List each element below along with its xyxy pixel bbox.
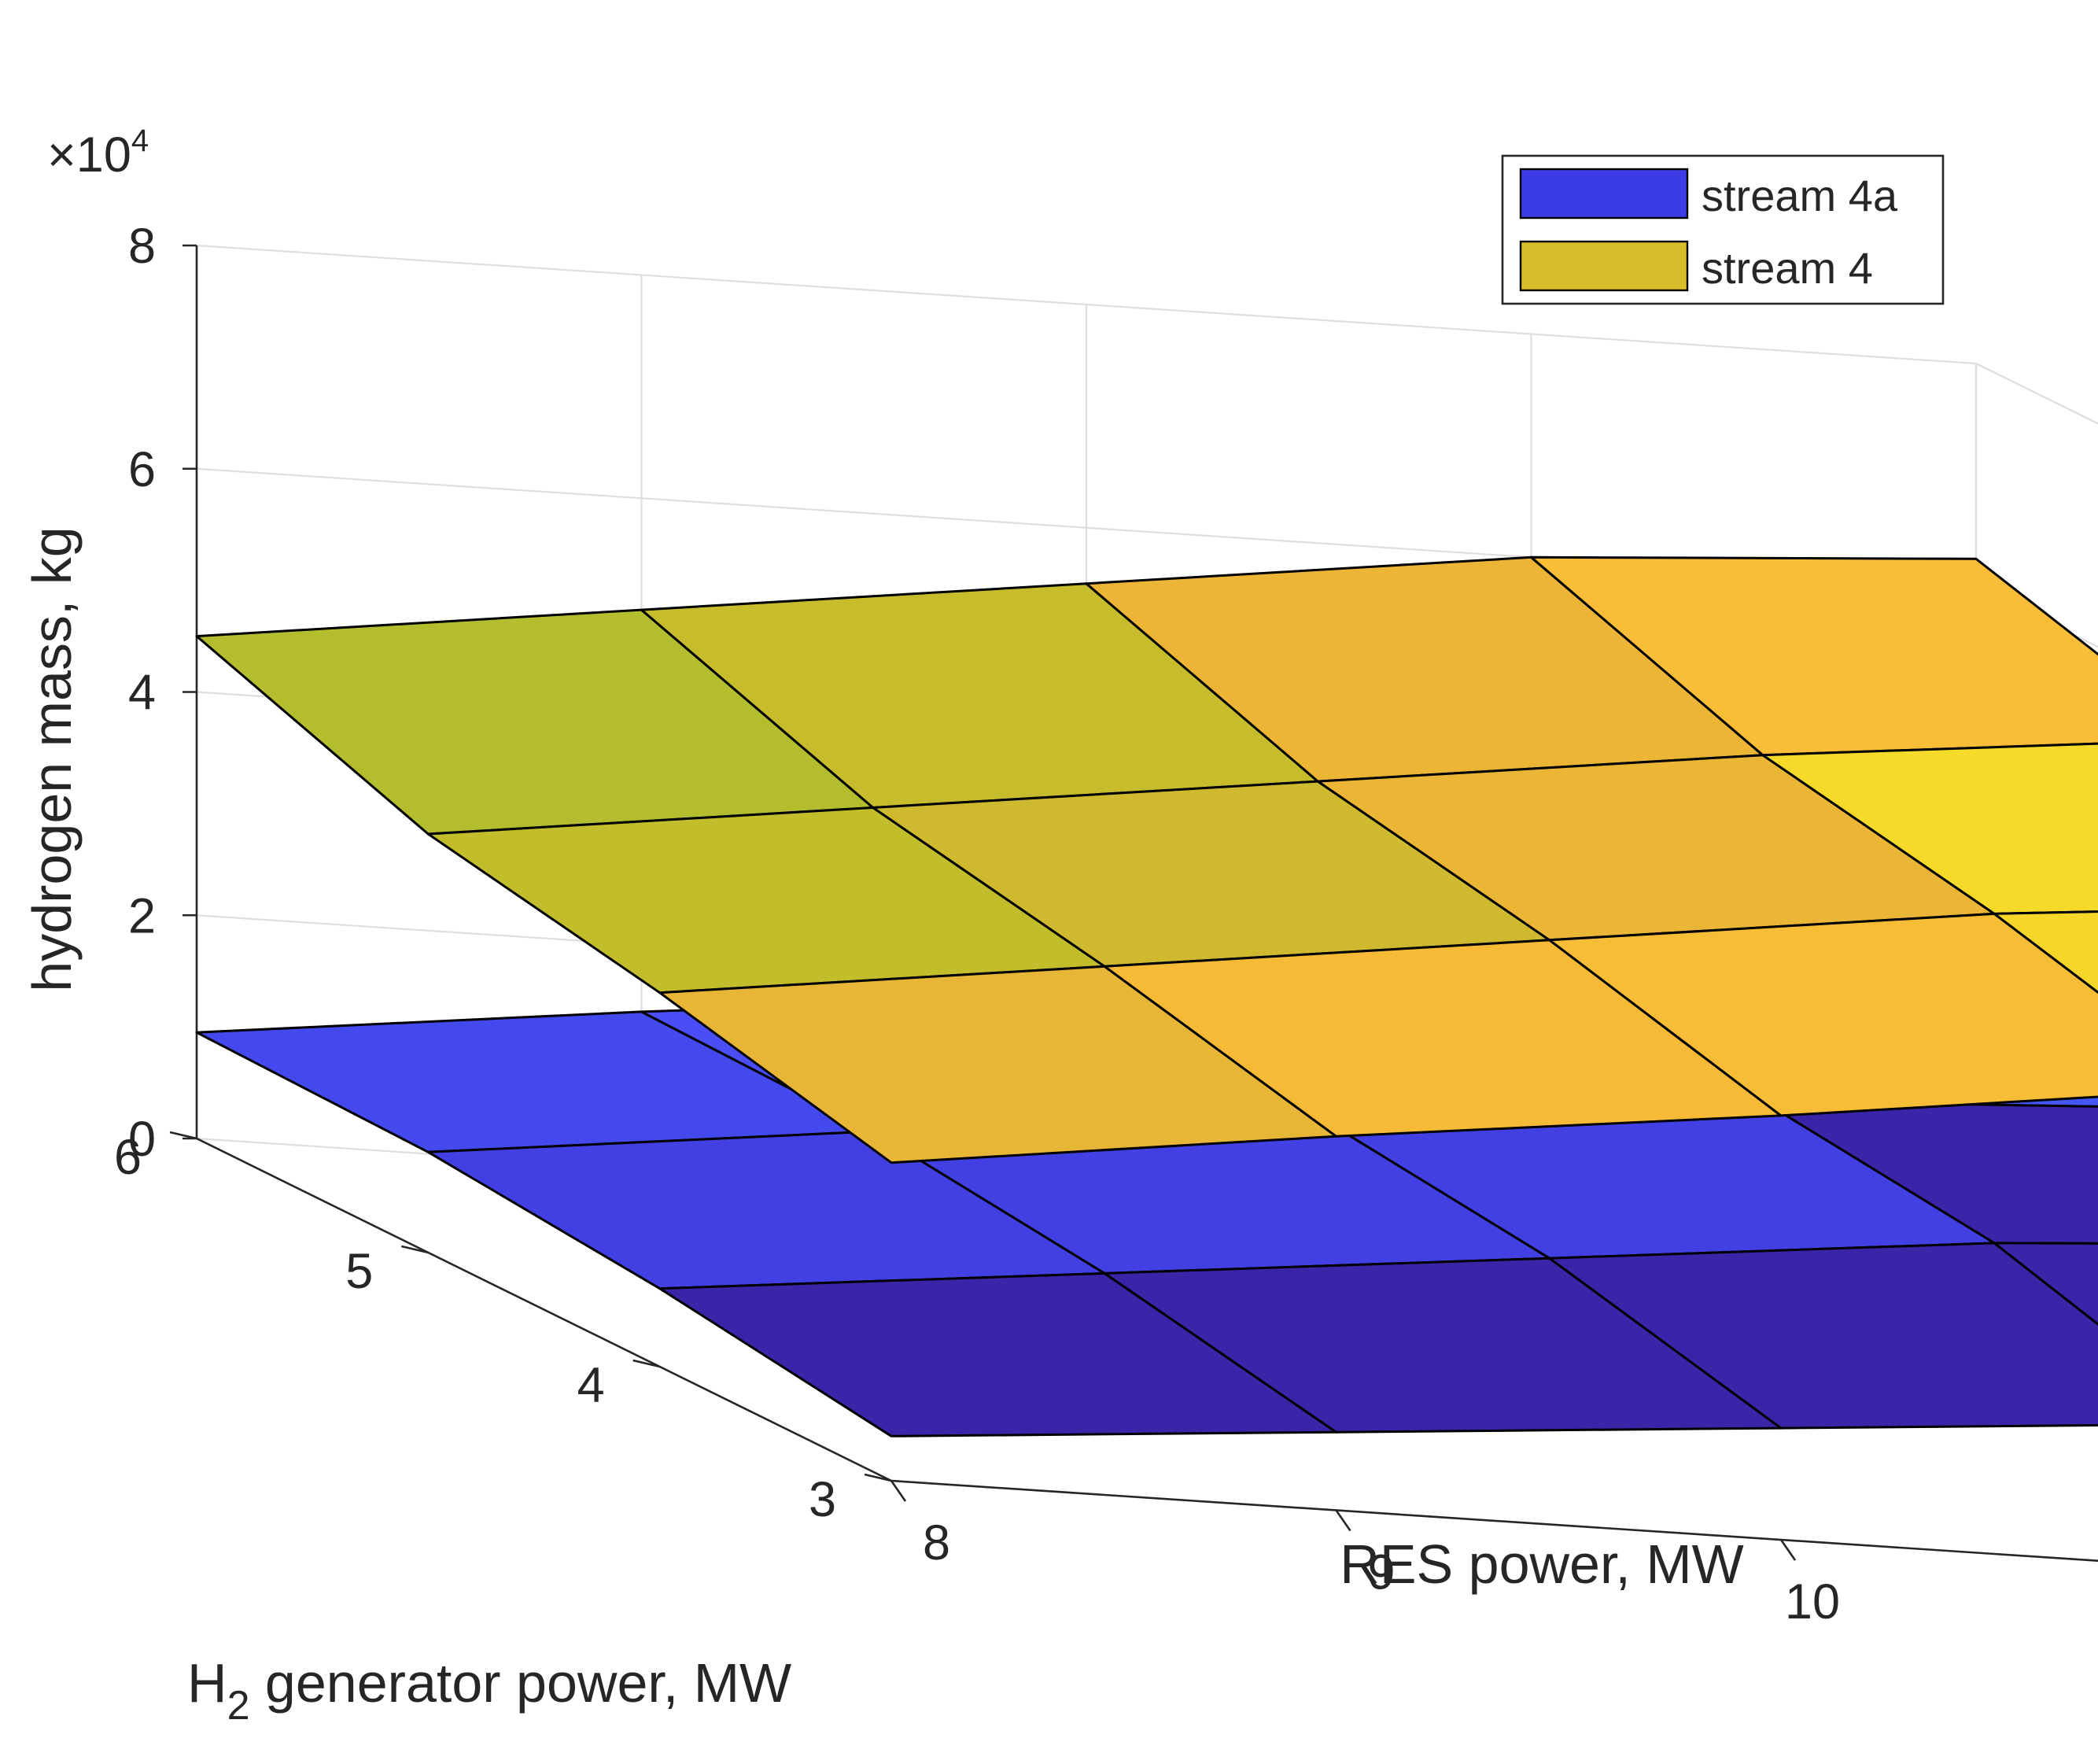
- legend: stream 4a stream 4: [1501, 154, 1945, 305]
- tick-labels: 02468345689101112: [114, 219, 1840, 1629]
- y-axis-label-subscript: 2: [227, 1683, 250, 1729]
- y-axis-label-rest: generator power, MW: [249, 1652, 791, 1714]
- axes: [169, 244, 2098, 1563]
- x-axis-label: RES power, MW: [1340, 1533, 1743, 1595]
- legend-label-stream-4a: stream 4a: [1702, 171, 1898, 220]
- y-tick-mark: [401, 1245, 429, 1254]
- y-tick-label: 3: [809, 1472, 836, 1527]
- x-tick-mark: [1779, 1539, 1797, 1561]
- surface-stream-4: [195, 555, 2098, 1164]
- grid-side-z: [1975, 363, 2098, 425]
- z-exponent-power: 4: [131, 124, 149, 158]
- z-tick-label: 8: [128, 219, 156, 274]
- z-tick-label: 6: [128, 442, 156, 497]
- legend-swatch-stream-4: [1519, 240, 1689, 292]
- x-tick-label: 8: [923, 1515, 950, 1570]
- z-tick-label: 0: [128, 1112, 156, 1167]
- y-tick-label: 4: [577, 1358, 605, 1413]
- legend-swatch-stream-4a: [1519, 168, 1689, 220]
- grid-side-z: [1975, 585, 2098, 648]
- surface-face-4a-r1-c3: [1761, 1100, 2098, 1245]
- z-exponent-base: ×10: [47, 127, 131, 183]
- y-axis-label-main: H: [187, 1652, 227, 1714]
- x-tick-mark: [890, 1480, 907, 1502]
- y-tick-mark: [169, 1131, 197, 1140]
- z-tick-label: 2: [128, 888, 156, 943]
- z-tick-label: 4: [128, 666, 156, 721]
- surface-face-4-r0-c3: [1993, 910, 2098, 995]
- y-tick-label: 5: [345, 1244, 373, 1299]
- y-tick-mark: [632, 1359, 660, 1368]
- z-exponent-label: ×104: [47, 124, 149, 183]
- z-axis-label: hydrogen mass, kg: [21, 526, 83, 991]
- y-tick-mark: [864, 1473, 892, 1482]
- surface-face-4a-r0-c3: [1993, 1242, 2098, 1326]
- surface-face-4-r1-c3: [1761, 742, 2098, 915]
- y-axis-label: H2 generator power, MW: [187, 1652, 791, 1729]
- x-tick-label: 9: [1367, 1545, 1395, 1600]
- legend-label-stream-4: stream 4: [1702, 243, 1873, 293]
- y-tick-label: 6: [114, 1130, 142, 1185]
- y-axis-line: [196, 1137, 892, 1482]
- x-tick-mark: [1335, 1509, 1351, 1532]
- x-tick-label: 10: [1785, 1574, 1840, 1629]
